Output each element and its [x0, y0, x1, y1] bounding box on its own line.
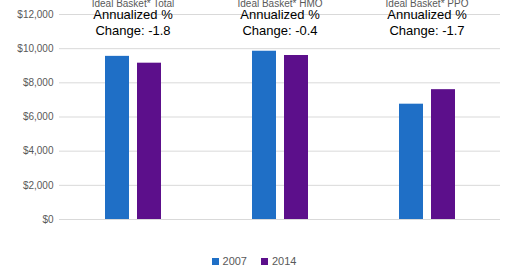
- svg-text:$0: $0: [42, 214, 54, 225]
- svg-text:$10,000: $10,000: [17, 43, 54, 54]
- svg-text:$6,000: $6,000: [23, 111, 54, 122]
- svg-text:$2,000: $2,000: [23, 180, 54, 191]
- svg-text:Annualized %Change: -1.7: Annualized %Change: -1.7: [387, 6, 467, 38]
- svg-text:Annualized %Change: -0.4: Annualized %Change: -0.4: [240, 6, 320, 38]
- svg-text:Annualized %Change: -1.8: Annualized %Change: -1.8: [93, 6, 173, 38]
- svg-text:$4,000: $4,000: [23, 145, 54, 156]
- svg-text:$12,000: $12,000: [17, 9, 54, 20]
- html-text:2007: 2007: [222, 255, 247, 267]
- svg-text:$8,000: $8,000: [23, 77, 54, 88]
- html-text:2014: 2014: [272, 255, 297, 267]
